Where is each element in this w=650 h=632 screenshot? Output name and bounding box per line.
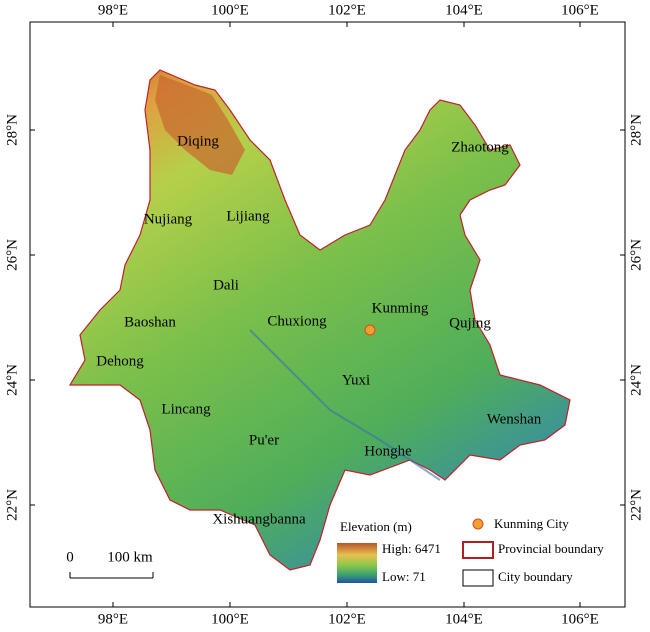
legend-point	[472, 518, 484, 530]
river-valley	[249, 329, 441, 481]
city-label: Nujiang	[144, 211, 193, 227]
legend-low: Low: 71	[382, 569, 426, 584]
legend-city	[462, 569, 494, 587]
city-label: Qujing	[449, 315, 491, 331]
legend-point-label: Kunming City	[494, 516, 569, 531]
legend-high: High: 6471	[382, 541, 441, 556]
lat-label: 26°N	[4, 239, 20, 271]
lon-label: 98°E	[98, 2, 128, 18]
legend-provincial-label: Provincial boundary	[498, 541, 604, 556]
city-label: Wenshan	[487, 411, 542, 427]
legend-provincial	[462, 541, 494, 559]
city-label: Chuxiong	[267, 313, 327, 329]
lon-label: 102°E	[328, 611, 366, 627]
lat-label: 26°N	[628, 239, 644, 271]
lon-label: 100°E	[211, 611, 249, 627]
city-label: Diqing	[177, 133, 219, 149]
lon-label: 106°E	[561, 611, 599, 627]
city-label: Honghe	[364, 443, 412, 459]
scale-start: 0	[66, 549, 74, 565]
scale-length: 100 km	[107, 549, 153, 565]
city-label: Dali	[213, 277, 239, 293]
lat-label: 24°N	[628, 364, 644, 396]
province	[68, 69, 571, 571]
kunming-point	[364, 324, 376, 336]
lat-label: 28°N	[4, 114, 20, 146]
lon-label: 104°E	[445, 611, 483, 627]
lat-label: 28°N	[628, 114, 644, 146]
city-label: Baoshan	[124, 314, 176, 330]
city-label: Xishuangbanna	[212, 511, 306, 527]
city-label: Dehong	[96, 353, 144, 369]
lat-label: 22°N	[628, 489, 644, 521]
lon-label: 98°E	[98, 611, 128, 627]
lon-label: 104°E	[445, 2, 483, 18]
city-label: Lincang	[161, 401, 211, 417]
elevation-bar	[337, 543, 377, 583]
city-label: Pu'er	[249, 432, 279, 448]
high-terrain	[155, 75, 245, 175]
legend-title: Elevation (m)	[340, 519, 412, 534]
lon-label: 106°E	[561, 2, 599, 18]
city-label: Kunming	[372, 300, 429, 316]
legend-city-label: City boundary	[498, 569, 573, 584]
lat-label: 24°N	[4, 364, 20, 396]
city-label: Lijiang	[226, 208, 270, 224]
lon-label: 100°E	[211, 2, 249, 18]
lat-label: 22°N	[4, 489, 20, 521]
city-label: Yuxi	[342, 372, 370, 388]
lon-label: 102°E	[328, 2, 366, 18]
city-label: Zhaotong	[451, 139, 509, 155]
